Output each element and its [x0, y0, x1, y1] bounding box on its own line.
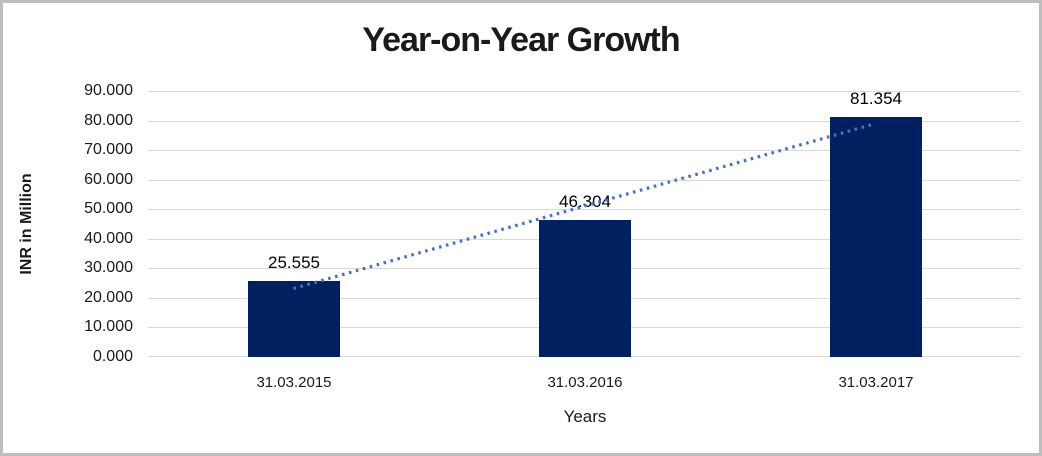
y-tick-label: 0.000: [92, 348, 133, 365]
bar: [248, 281, 340, 357]
x-tick-label: 31.03.2016: [547, 374, 623, 391]
y-tick-label: 90.000: [84, 82, 133, 99]
y-tick-label: 50.000: [84, 200, 133, 217]
chart-title: Year-on-Year Growth: [362, 21, 680, 59]
y-tick-label: 60.000: [84, 171, 133, 188]
bar-value-label: 25.555: [268, 253, 320, 272]
bar-value-label: 81.354: [850, 89, 902, 108]
y-tick-label: 40.000: [84, 230, 133, 247]
y-tick-label: 80.000: [84, 112, 133, 129]
trendline: [293, 122, 876, 291]
y-tick-label: 70.000: [84, 141, 133, 158]
bar-value-label: 46.304: [559, 192, 611, 211]
plot-area: 25.555 46.304 81.354: [148, 89, 1021, 357]
gridline: [148, 180, 1021, 181]
gridline: [148, 150, 1021, 151]
gridline: [148, 121, 1021, 122]
gridline: [148, 91, 1021, 92]
y-tick-label: 30.000: [84, 259, 133, 276]
x-tick-label: 31.03.2015: [256, 374, 332, 391]
y-tick-label: 10.000: [84, 318, 133, 335]
x-axis-title: Years: [563, 407, 607, 426]
bar: [539, 220, 631, 357]
bar: [830, 117, 922, 357]
y-tick-label: 20.000: [84, 289, 133, 306]
gridline: [148, 209, 1021, 210]
x-tick-label: 31.03.2017: [838, 374, 914, 391]
